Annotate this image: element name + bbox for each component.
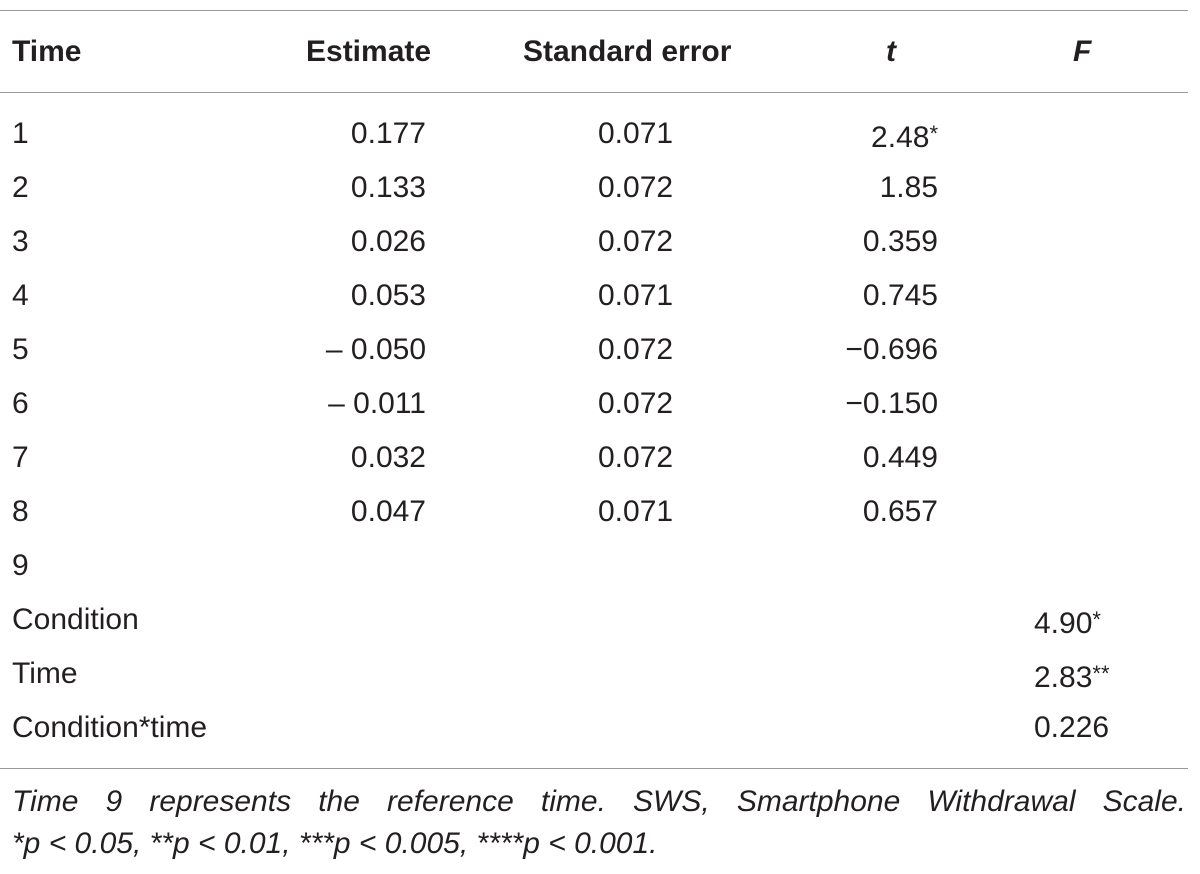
t-value-cell: 0.745 <box>862 279 938 312</box>
header-estimate: Estimate <box>306 35 432 68</box>
header-time: Time <box>12 35 82 68</box>
header-standard-error: Standard error <box>523 35 732 68</box>
row-label: 6 <box>12 387 29 420</box>
estimate-cell: 0.177 <box>350 117 426 150</box>
row-label: 3 <box>12 225 29 258</box>
standard-error-cell: 0.072 <box>598 387 674 420</box>
f-value-cell: 2.83** <box>1034 661 1110 694</box>
row-label: 1 <box>12 117 29 150</box>
t-value-cell: 0.359 <box>862 225 938 258</box>
estimate-cell: 0.032 <box>350 441 426 474</box>
f-value-cell: 0.226 <box>1034 711 1110 744</box>
estimate-cell: 0.053 <box>350 279 426 312</box>
t-value-cell: −0.150 <box>845 387 938 420</box>
t-value-cell: 0.449 <box>862 441 938 474</box>
row-label: 2 <box>12 171 29 204</box>
standard-error-cell: 0.071 <box>598 279 674 312</box>
row-label: Condition*time <box>12 711 208 744</box>
standard-error-cell: 0.071 <box>598 495 674 528</box>
standard-error-cell: 0.072 <box>598 171 674 204</box>
t-value-cell: −0.696 <box>845 333 938 366</box>
t-value-cell: 2.48* <box>871 121 938 154</box>
table-top-rule <box>0 10 1188 11</box>
estimate-cell: 0.047 <box>350 495 426 528</box>
estimate-cell: 0.133 <box>350 171 426 204</box>
row-label: Time <box>12 657 78 690</box>
estimate-cell: – 0.011 <box>328 387 426 420</box>
table-footnote-line-2: *p < 0.05, **p < 0.01, ***p < 0.005, ***… <box>12 827 658 860</box>
table-header-rule <box>0 92 1188 93</box>
row-label: 9 <box>12 549 29 582</box>
table-footnote-line-1: Time 9 represents the reference time. SW… <box>12 785 1186 818</box>
row-label: Condition <box>12 603 139 636</box>
f-value-cell: 4.90* <box>1034 607 1101 640</box>
row-label: 5 <box>12 333 29 366</box>
row-label: 7 <box>12 441 29 474</box>
table-bottom-rule <box>0 768 1188 769</box>
standard-error-cell: 0.072 <box>598 441 674 474</box>
row-label: 8 <box>12 495 29 528</box>
t-value-cell: 1.85 <box>879 171 938 204</box>
row-label: 4 <box>12 279 29 312</box>
header-t: t <box>886 35 896 68</box>
estimate-cell: 0.026 <box>350 225 426 258</box>
standard-error-cell: 0.072 <box>598 333 674 366</box>
header-f: F <box>1073 35 1092 68</box>
estimate-cell: – 0.050 <box>325 333 426 366</box>
standard-error-cell: 0.072 <box>598 225 674 258</box>
t-value-cell: 0.657 <box>862 495 938 528</box>
standard-error-cell: 0.071 <box>598 117 674 150</box>
